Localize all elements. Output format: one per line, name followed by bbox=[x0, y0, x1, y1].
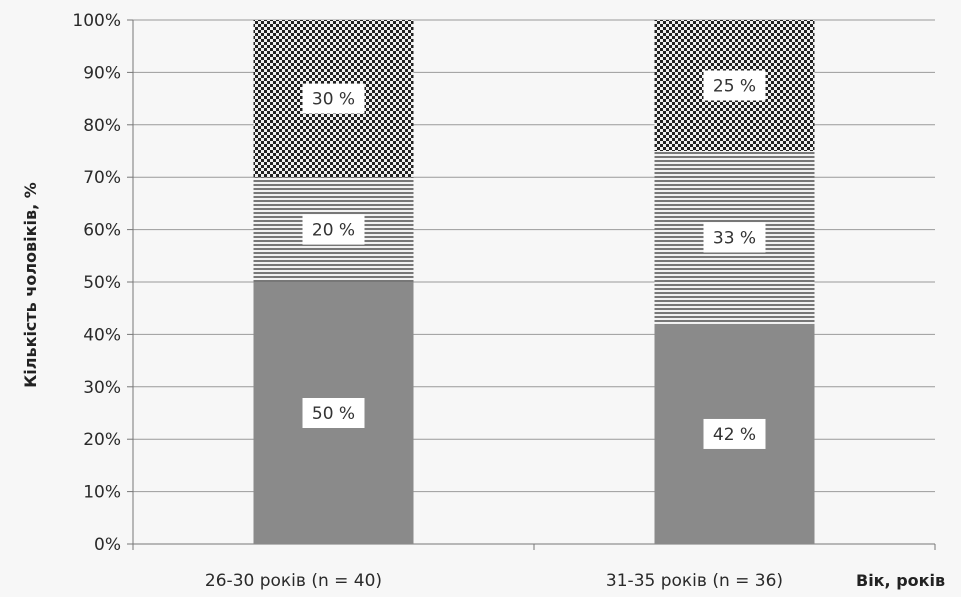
data-label: 25 % bbox=[713, 77, 756, 97]
y-axis-title: Кількість чоловіків, % bbox=[21, 182, 40, 388]
y-tick-label: 60% bbox=[83, 221, 121, 241]
data-label: 42 % bbox=[713, 425, 756, 445]
y-tick-label: 30% bbox=[83, 378, 121, 398]
data-label: 50 % bbox=[312, 404, 355, 424]
y-tick-label: 0% bbox=[94, 535, 121, 555]
x-category-label: 31-35 років (n = 36) bbox=[606, 571, 783, 591]
axes: 0% 10% 20% 30% 40% 50% 60% 70% 80% 90% 100% 26-30 р… bbox=[72, 11, 936, 591]
data-label-box bbox=[703, 222, 766, 253]
y-tick-label: 90% bbox=[83, 63, 121, 83]
y-tick-label: 40% bbox=[83, 325, 121, 345]
data-label-box bbox=[302, 398, 365, 428]
data-label-box bbox=[302, 214, 365, 245]
y-tick-label: 10% bbox=[83, 483, 121, 503]
x-axis-title: Вік, років bbox=[856, 571, 945, 590]
y-tick-label: 50% bbox=[83, 273, 121, 293]
data-label: 33 % bbox=[713, 228, 756, 248]
data-labels: 50 % 20 % 30 % 42 % 33 % 25 % bbox=[302, 70, 766, 449]
data-label: 30 % bbox=[312, 90, 355, 110]
y-tick-label: 100% bbox=[72, 11, 121, 31]
gridlines bbox=[133, 19, 935, 493]
y-tick-label: 20% bbox=[83, 430, 121, 450]
data-label-box bbox=[302, 83, 365, 114]
data-label: 20 % bbox=[312, 221, 355, 241]
y-tick-label: 70% bbox=[83, 168, 121, 188]
data-label-box bbox=[703, 70, 766, 101]
y-tick-label: 80% bbox=[83, 116, 121, 136]
x-category-label: 26-30 років (n = 40) bbox=[205, 571, 382, 591]
data-label-box bbox=[703, 418, 766, 449]
